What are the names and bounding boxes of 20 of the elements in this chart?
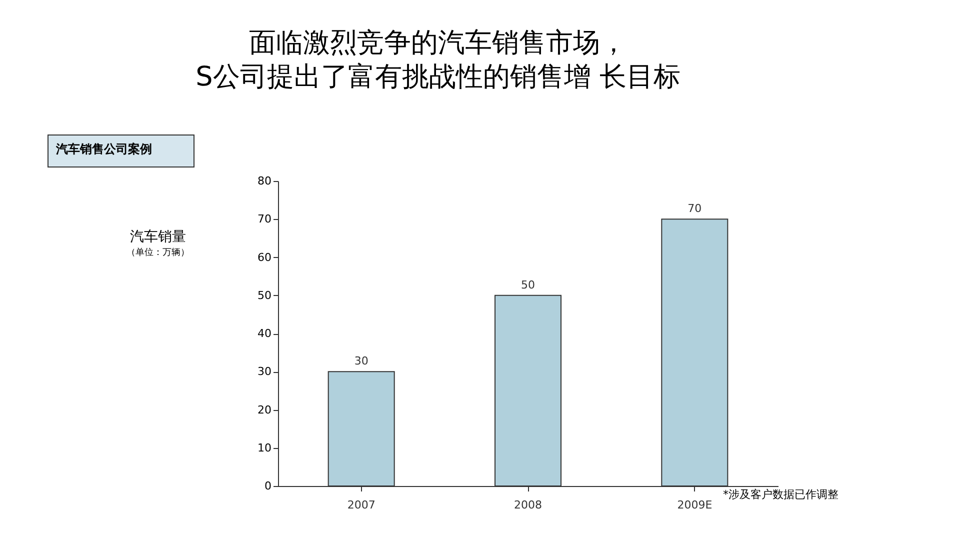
x-tick-label: 2009E — [677, 498, 712, 512]
text: （单位：万辆） — [126, 247, 190, 258]
text: 汽车销量 — [130, 229, 186, 245]
data-label: 30 — [354, 354, 368, 368]
y-tick-label: 70 — [258, 212, 272, 226]
data-label: 50 — [521, 278, 535, 292]
y-tick-label: 80 — [258, 174, 272, 188]
y-tick-label: 50 — [258, 288, 272, 302]
y-tick-label: 30 — [258, 365, 272, 378]
y-tick-label: 40 — [258, 327, 272, 340]
data-label: 70 — [688, 202, 702, 216]
text: 汽车销售公司案例 — [55, 142, 152, 156]
x-tick-label: 2008 — [514, 498, 542, 512]
y-tick-label: 10 — [258, 441, 272, 454]
x-tick-label: 2007 — [347, 498, 376, 512]
y-tick-label: 0 — [264, 480, 272, 492]
text: *涉及客户数据已作调整 — [723, 488, 838, 501]
y-tick-label: 20 — [258, 403, 272, 416]
y-tick-label: 60 — [258, 250, 272, 264]
chart-title: 面临激烈竞争的汽车销售市场， S公司提出了富有挑战性的销售增 长目标 — [196, 28, 680, 92]
